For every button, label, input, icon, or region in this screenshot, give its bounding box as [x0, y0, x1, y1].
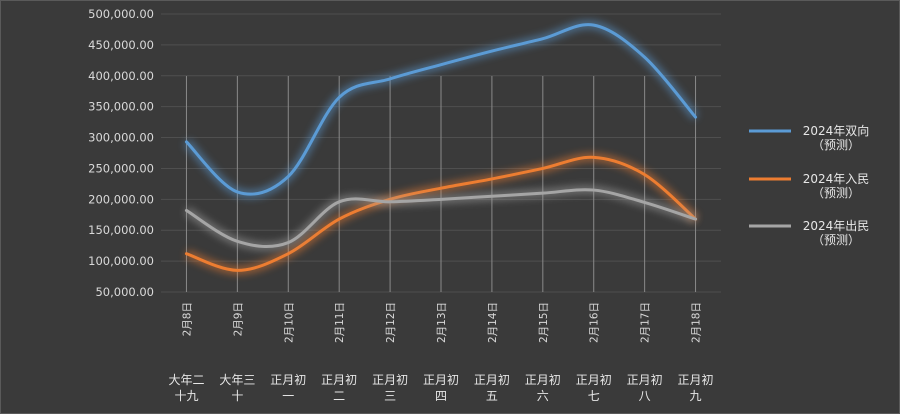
- data-point: [388, 200, 392, 204]
- lunar-date-label: 正月初: [321, 373, 357, 387]
- data-point: [643, 173, 646, 176]
- x-tick-label: 2月11日: [334, 302, 346, 343]
- lunar-date-label: 六: [537, 389, 549, 403]
- lunar-date-label: 正月初: [372, 373, 408, 387]
- data-point: [287, 175, 290, 178]
- y-tick-label: 350,000.00: [88, 100, 154, 114]
- lunar-date-label: 四: [435, 389, 447, 403]
- data-point: [490, 177, 494, 181]
- data-point: [592, 23, 595, 27]
- x-tick-label: 2月8日: [181, 302, 193, 336]
- legend-label: 2024年双向: [803, 123, 870, 138]
- lunar-date-label: 正月初: [525, 373, 561, 387]
- y-tick-label: 150,000.00: [88, 223, 154, 237]
- lunar-date-label: 大年三: [219, 373, 255, 387]
- data-point: [185, 252, 188, 255]
- data-point: [439, 63, 443, 66]
- data-point: [592, 156, 595, 159]
- legend-label: （预测）: [812, 186, 860, 200]
- data-point: [541, 167, 545, 170]
- y-tick-label: 100,000.00: [88, 254, 154, 268]
- x-tick-label: 2月17日: [640, 302, 652, 343]
- data-point: [643, 56, 646, 59]
- y-tick-label: 50,000.00: [95, 285, 154, 299]
- y-tick-label: 300,000.00: [88, 131, 154, 145]
- lunar-date-label: 八: [639, 389, 651, 403]
- y-tick-label: 450,000.00: [88, 38, 154, 52]
- y-tick-label: 250,000.00: [88, 161, 154, 175]
- x-tick-label: 2月15日: [538, 302, 550, 343]
- data-point: [236, 269, 239, 272]
- x-tick-label: 2月9日: [232, 302, 244, 336]
- data-point: [592, 188, 595, 192]
- data-point: [388, 77, 392, 81]
- data-point: [236, 190, 239, 194]
- data-point: [439, 198, 443, 201]
- data-point: [185, 209, 188, 212]
- lunar-date-label: 五: [486, 389, 498, 403]
- x-tick-label: 2月18日: [691, 302, 703, 343]
- x-tick-label: 2月10日: [283, 302, 295, 343]
- x-tick-label: 2月13日: [436, 302, 448, 343]
- data-point: [694, 115, 697, 119]
- lunar-date-label: 十: [231, 389, 243, 403]
- data-point: [490, 49, 494, 53]
- data-point: [337, 96, 341, 99]
- data-point: [541, 37, 545, 40]
- lunar-date-label: 正月初: [627, 373, 663, 387]
- lunar-date-label: 七: [588, 389, 600, 403]
- lunar-date-label: 正月初: [576, 373, 612, 387]
- y-tick-label: 200,000.00: [88, 192, 154, 206]
- data-point: [490, 195, 494, 198]
- lunar-date-label: 正月初: [474, 373, 510, 387]
- y-tick-label: 400,000.00: [88, 69, 154, 83]
- data-point: [337, 217, 341, 221]
- lunar-date-label: 十九: [174, 389, 198, 403]
- y-tick-label: 500,000.00: [88, 7, 154, 21]
- legend-label: 2024年出民: [803, 219, 870, 233]
- x-tick-label: 2月16日: [589, 302, 601, 343]
- data-point: [185, 140, 188, 144]
- lunar-date-label: 三: [384, 389, 396, 403]
- x-tick-label: 2月12日: [385, 302, 397, 343]
- legend-label: （预测）: [812, 233, 860, 247]
- lunar-date-label: 一: [282, 389, 294, 403]
- lunar-date-label: 大年二: [168, 373, 204, 387]
- lunar-date-label: 正月初: [270, 373, 306, 387]
- data-point: [287, 252, 290, 255]
- data-point: [694, 217, 697, 221]
- data-point: [643, 201, 646, 204]
- data-point: [439, 187, 443, 190]
- data-point: [236, 240, 239, 243]
- data-point: [287, 241, 290, 244]
- data-point: [337, 200, 341, 204]
- lunar-date-label: 正月初: [678, 373, 714, 387]
- data-point: [541, 191, 545, 195]
- x-tick-label: 2月14日: [487, 302, 499, 343]
- lunar-date-label: 九: [690, 389, 702, 403]
- lunar-date-label: 正月初: [423, 373, 459, 387]
- legend-label: （预测）: [812, 138, 860, 152]
- legend-label: 2024年入民: [803, 172, 870, 186]
- lunar-date-label: 二: [333, 389, 345, 403]
